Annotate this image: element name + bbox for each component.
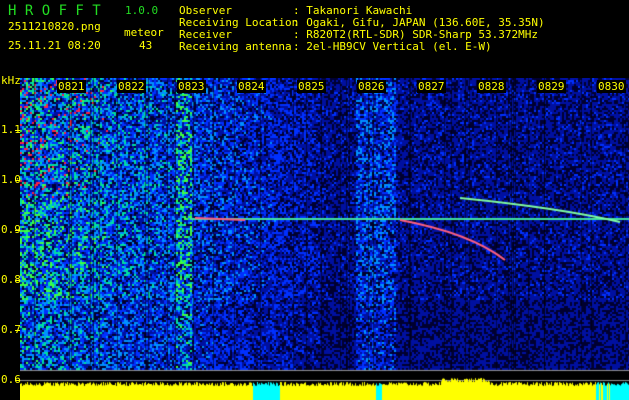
y-tick-label: 0.8 — [1, 273, 21, 286]
y-tick-label: 0.9 — [1, 223, 21, 236]
info-value: : R820T2(RTL-SDR) SDR-Sharp 53.372MHz — [293, 28, 539, 41]
y-tick-label: 1.0 — [1, 173, 21, 186]
filename: 2511210820.png — [8, 20, 101, 33]
x-tick-label: 0826 — [357, 80, 386, 93]
x-tick-label: 0829 — [537, 80, 566, 93]
x-tick-label: 0828 — [477, 80, 506, 93]
y-tick-label: 0.6 — [1, 373, 21, 386]
meteor-count: 43 — [139, 39, 153, 52]
datetime: 25.11.21 08:20 — [8, 39, 101, 52]
app-version: 1.0.0 — [125, 4, 159, 17]
info-label: Receiving antenna — [179, 40, 292, 53]
y-tick — [15, 380, 20, 381]
info-label: Observer — [179, 4, 232, 17]
y-tick — [15, 330, 20, 331]
x-tick-label: 0827 — [417, 80, 446, 93]
y-tick-label: 0.7 — [1, 323, 21, 336]
y-tick — [15, 130, 20, 131]
info-value: : Ogaki, Gifu, JAPAN (136.60E, 35.35N) — [293, 16, 545, 29]
spectrogram — [20, 78, 629, 400]
meteor-label: meteor — [124, 26, 164, 39]
app-name: H R O F F T — [8, 3, 101, 19]
x-tick-label: 0830 — [597, 80, 626, 93]
x-tick-label: 0821 — [57, 80, 86, 93]
info-label: Receiver — [179, 28, 232, 41]
y-tick — [15, 280, 20, 281]
info-value: : 2el-HB9CV Vertical (el. E-W) — [293, 40, 492, 53]
x-tick-label: 0825 — [297, 80, 326, 93]
y-tick-label: 1.1 — [1, 123, 21, 136]
info-label: Receiving Location — [179, 16, 299, 29]
y-axis-unit: kHz — [1, 74, 21, 87]
x-tick-label: 0823 — [177, 80, 206, 93]
x-tick-label: 0822 — [117, 80, 146, 93]
info-value: : Takanori Kawachi — [293, 4, 413, 17]
x-tick-label: 0824 — [237, 80, 266, 93]
y-tick — [15, 180, 20, 181]
y-tick — [15, 230, 20, 231]
